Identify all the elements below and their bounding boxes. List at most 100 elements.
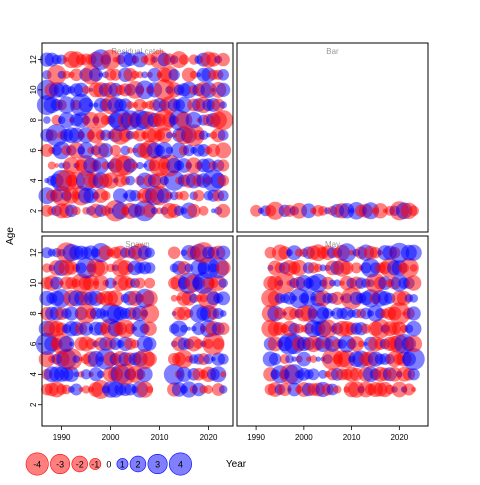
bubble-may bbox=[402, 348, 425, 371]
y-tick-label: 6 bbox=[29, 341, 38, 346]
bubble-may bbox=[406, 275, 422, 291]
bubble-spawn bbox=[92, 260, 109, 276]
bubble-may bbox=[291, 356, 298, 362]
bubble-residual-catch bbox=[198, 130, 209, 140]
bubble-spawn bbox=[210, 366, 227, 383]
bubble-residual-catch bbox=[71, 206, 81, 216]
y-tick-label: 12 bbox=[29, 248, 38, 257]
bubble-spawn bbox=[218, 385, 228, 394]
bubble-residual-catch bbox=[216, 52, 230, 67]
bubble-residual-catch bbox=[156, 127, 173, 144]
bubble-spawn bbox=[212, 338, 225, 350]
bubble-may bbox=[269, 352, 282, 366]
bubble-may bbox=[318, 319, 338, 339]
bubble-spawn bbox=[216, 291, 231, 306]
bubble-residual-catch bbox=[217, 68, 230, 81]
legend-bubble bbox=[25, 452, 49, 476]
bubble-residual-catch bbox=[89, 67, 103, 82]
bubble-spawn bbox=[85, 338, 97, 350]
bubble-spawn bbox=[216, 322, 230, 336]
bubble-spawn bbox=[60, 348, 83, 370]
bubble-spawn bbox=[38, 350, 56, 368]
bubble-residual-catch bbox=[62, 157, 80, 174]
bubble-residual-catch bbox=[185, 111, 203, 129]
bubble-bar bbox=[250, 204, 263, 217]
bubble-may bbox=[333, 279, 341, 287]
bubble-spawn bbox=[107, 290, 124, 307]
bubble-may bbox=[321, 276, 335, 290]
bubble-residual-catch bbox=[217, 129, 229, 141]
bubble-residual-catch bbox=[120, 145, 131, 156]
bubble-residual-catch bbox=[69, 68, 83, 82]
bubble-residual-catch bbox=[217, 159, 230, 172]
bubble-residual-catch bbox=[98, 143, 113, 158]
bubble-residual-catch bbox=[165, 131, 173, 139]
bubble-spawn bbox=[176, 366, 192, 382]
legend-bubble bbox=[71, 455, 88, 473]
bubble-spawn bbox=[81, 385, 91, 394]
bubble-may bbox=[330, 291, 344, 305]
bubble-may bbox=[315, 356, 321, 362]
bubble-spawn bbox=[142, 321, 157, 336]
bubble-may bbox=[409, 264, 418, 272]
bubble-may bbox=[391, 381, 408, 398]
bubble-residual-catch bbox=[206, 132, 211, 138]
bubble-may bbox=[411, 386, 417, 393]
y-tick-label: 8 bbox=[29, 117, 38, 122]
bubble-may bbox=[274, 307, 286, 320]
bubble-spawn bbox=[64, 306, 79, 321]
bubble-residual-catch bbox=[133, 98, 147, 112]
bubble-spawn bbox=[142, 337, 157, 351]
bubble-may bbox=[406, 306, 421, 321]
bubble-may bbox=[285, 354, 294, 364]
bubble-residual-catch bbox=[136, 71, 144, 79]
bubble-spawn bbox=[167, 246, 181, 259]
legend-label: -4 bbox=[33, 460, 41, 470]
x-tick-label: 1990 bbox=[247, 433, 265, 442]
bubble-spawn bbox=[186, 326, 191, 331]
bubble-residual-catch bbox=[112, 188, 128, 204]
x-tick-label: 2010 bbox=[343, 433, 361, 442]
bubble-residual-catch bbox=[213, 110, 234, 131]
bubble-may bbox=[309, 355, 318, 363]
bubble-spawn bbox=[220, 371, 227, 378]
bubble-spawn bbox=[170, 294, 178, 302]
bubble-residual-catch bbox=[46, 65, 67, 85]
bubble-residual-catch bbox=[43, 116, 51, 124]
bubble-may bbox=[278, 382, 292, 397]
panel-title-may: May bbox=[325, 240, 340, 249]
x-tick-label: 2020 bbox=[390, 433, 408, 442]
bubble-spawn bbox=[69, 341, 74, 347]
bubble-residual-catch bbox=[100, 190, 111, 201]
bubble-residual-catch bbox=[216, 203, 231, 218]
bubble-may bbox=[405, 335, 423, 353]
bubble-may bbox=[337, 243, 357, 263]
bubble-residual-catch bbox=[141, 71, 149, 79]
bubble-residual-catch bbox=[185, 157, 202, 174]
bubble-spawn bbox=[193, 338, 204, 349]
bubble-spawn bbox=[92, 275, 109, 292]
bubble-residual-catch bbox=[132, 51, 148, 68]
bubble-residual-catch bbox=[47, 161, 56, 170]
bubble-may bbox=[296, 351, 312, 367]
bubble-residual-catch bbox=[125, 175, 136, 186]
x-axis-label: Year bbox=[226, 459, 247, 470]
bubble-residual-catch bbox=[109, 68, 122, 81]
bubble-residual-catch bbox=[126, 101, 135, 109]
x-tick-label: 2020 bbox=[200, 433, 218, 442]
bubble-may bbox=[284, 364, 305, 385]
bubble-spawn bbox=[219, 310, 227, 317]
bubble-spawn bbox=[170, 320, 188, 337]
bubble-residual-catch bbox=[189, 70, 198, 79]
bubble-residual-catch bbox=[168, 69, 180, 81]
legend-label: 1 bbox=[120, 460, 125, 470]
panel-frame-may bbox=[236, 235, 429, 427]
bubble-bar bbox=[301, 203, 316, 219]
bubble-bar bbox=[372, 203, 388, 219]
bubble-residual-catch bbox=[40, 143, 54, 157]
y-tick-label: 12 bbox=[29, 55, 38, 64]
bubble-may bbox=[360, 323, 371, 334]
x-tick-label: 2000 bbox=[102, 433, 120, 442]
bubble-may bbox=[318, 369, 328, 379]
bubble-spawn bbox=[215, 260, 231, 276]
